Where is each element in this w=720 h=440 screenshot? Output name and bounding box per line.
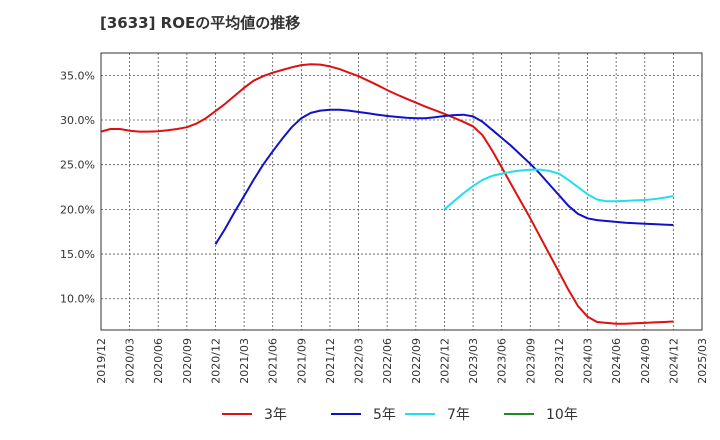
- x-tick-label: 2025/03: [696, 338, 709, 384]
- x-tick-label: 2024/09: [639, 338, 652, 384]
- series-line-2: [214, 108, 674, 245]
- x-tick-label: 2021/06: [267, 338, 280, 384]
- y-tick-label: 20.0%: [60, 203, 95, 216]
- x-tick-label: 2023/12: [553, 338, 566, 384]
- x-tick-label: 2020/09: [181, 338, 194, 384]
- legend-label-3: 7年: [447, 407, 470, 423]
- x-tick-label: 2022/06: [381, 338, 394, 384]
- y-axis: 10.0% 15.0% 20.0% 25.0% 30.0% 35.0%: [60, 69, 95, 305]
- y-tick-label: 25.0%: [60, 159, 95, 172]
- y-tick-label: 15.0%: [60, 248, 95, 261]
- x-tick-label: 2019/12: [95, 338, 108, 384]
- x-tick-label: 2023/06: [496, 338, 509, 384]
- x-tick-label: 2022/12: [438, 338, 451, 384]
- grid: [100, 53, 703, 330]
- y-tick-label: 30.0%: [60, 114, 95, 127]
- x-tick-label: 2022/09: [410, 338, 423, 384]
- y-tick-label: 10.0%: [60, 293, 95, 306]
- x-tick-label: 2020/06: [152, 338, 165, 384]
- legend-label-1: 3年: [264, 407, 287, 423]
- x-tick-label: 2024/12: [667, 338, 680, 384]
- legend: 3年 5年 7年 10年: [222, 407, 578, 423]
- legend-label-2: 5年: [373, 407, 396, 423]
- series-line-3: [443, 168, 674, 211]
- plot-frame: [100, 52, 703, 331]
- x-tick-label: 2023/09: [524, 338, 537, 384]
- x-tick-label: 2024/06: [610, 338, 623, 384]
- legend-label-4: 10年: [546, 407, 578, 423]
- series-layer: [100, 63, 674, 325]
- x-tick-label: 2020/03: [124, 338, 137, 384]
- x-axis: 2019/12 2020/03 2020/06 2020/09 2020/12 2021/…: [95, 338, 709, 384]
- x-tick-label: 2024/03: [582, 338, 595, 384]
- x-tick-label: 2023/03: [467, 338, 480, 384]
- x-tick-label: 2021/03: [238, 338, 251, 384]
- y-tick-label: 35.0%: [60, 69, 95, 82]
- x-tick-label: 2021/09: [295, 338, 308, 384]
- x-tick-label: 2022/03: [353, 338, 366, 384]
- chart-title: [3633] ROEの平均値の推移: [100, 14, 301, 32]
- x-tick-label: 2021/12: [324, 338, 337, 384]
- series-line-1: [100, 63, 674, 325]
- x-tick-label: 2020/12: [209, 338, 222, 384]
